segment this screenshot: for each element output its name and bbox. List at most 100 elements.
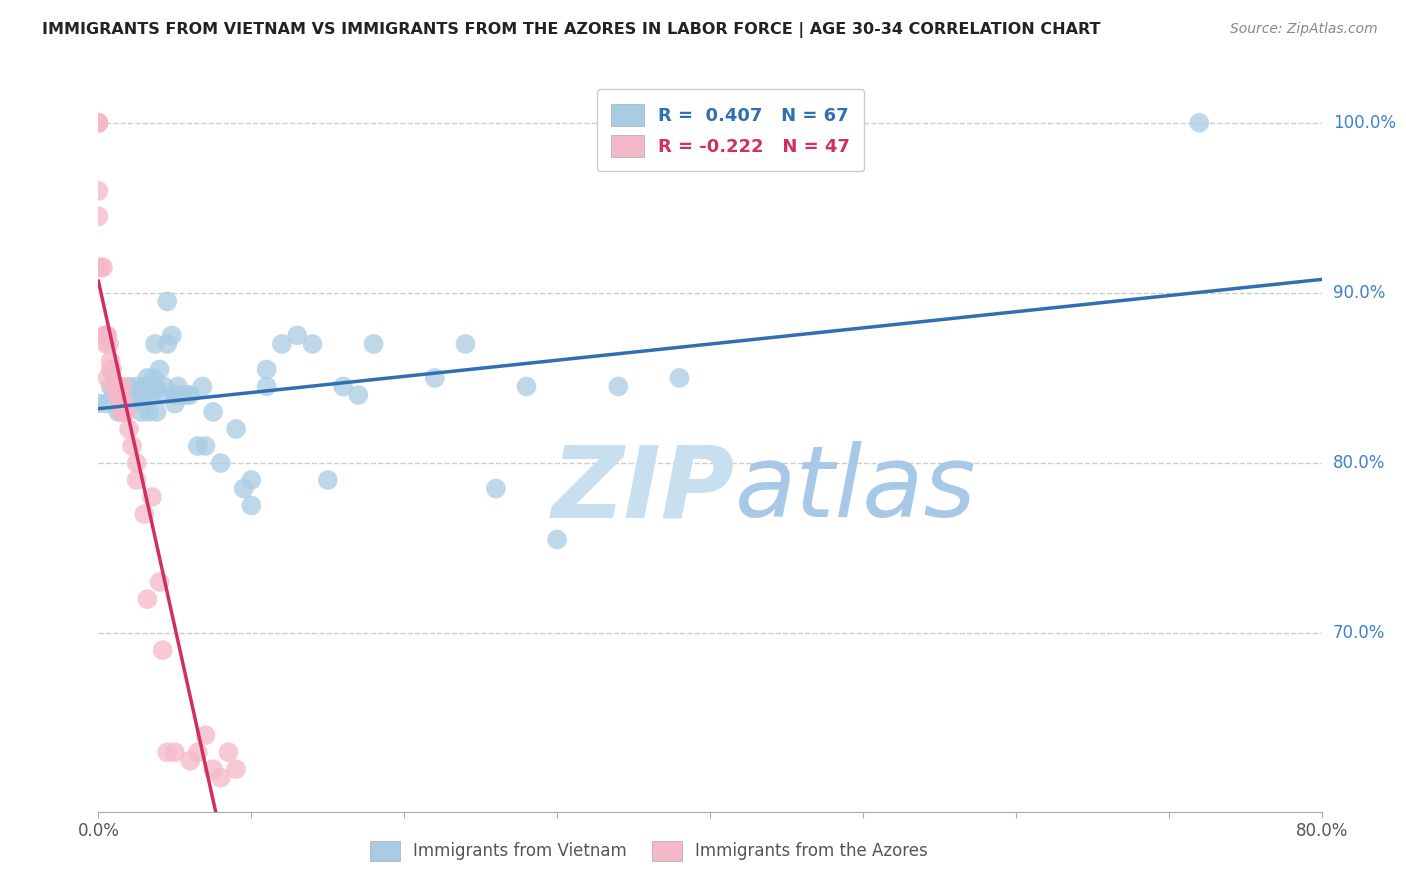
Point	[94, 328, 117, 343]
Point	[125, 379, 148, 393]
Point	[121, 396, 143, 410]
Point	[134, 507, 156, 521]
Point	[103, 379, 125, 393]
Legend: Immigrants from Vietnam, Immigrants from the Azores: Immigrants from Vietnam, Immigrants from…	[361, 832, 936, 869]
Point	[108, 388, 131, 402]
Point	[152, 643, 174, 657]
Point	[118, 422, 141, 436]
Point	[98, 337, 121, 351]
Point	[347, 388, 370, 402]
Point	[209, 771, 232, 785]
Point	[87, 184, 110, 198]
Point	[332, 379, 354, 393]
Point	[172, 388, 194, 402]
Point	[156, 294, 179, 309]
Text: atlas: atlas	[734, 442, 976, 539]
Point	[87, 260, 110, 275]
Text: 100.0%: 100.0%	[1333, 114, 1396, 132]
Point	[141, 388, 163, 402]
Point	[176, 388, 198, 402]
Point	[103, 379, 125, 393]
Point	[217, 745, 239, 759]
Point	[152, 388, 174, 402]
Point	[94, 396, 117, 410]
Point	[128, 388, 150, 402]
Point	[145, 379, 167, 393]
Point	[179, 754, 201, 768]
Point	[101, 362, 124, 376]
Point	[118, 379, 141, 393]
Text: IMMIGRANTS FROM VIETNAM VS IMMIGRANTS FROM THE AZORES IN LABOR FORCE | AGE 30-34: IMMIGRANTS FROM VIETNAM VS IMMIGRANTS FR…	[42, 22, 1101, 38]
Text: 80.0%: 80.0%	[1333, 454, 1385, 472]
Point	[87, 116, 110, 130]
Point	[87, 210, 110, 224]
Point	[94, 328, 117, 343]
Point	[115, 396, 138, 410]
Point	[121, 439, 143, 453]
Point	[546, 533, 568, 547]
Point	[107, 405, 129, 419]
Point	[91, 260, 114, 275]
Point	[256, 379, 278, 393]
Point	[668, 371, 690, 385]
Point	[115, 405, 138, 419]
Point	[105, 379, 128, 393]
Point	[134, 388, 156, 402]
Point	[115, 405, 138, 419]
Point	[97, 328, 120, 343]
Point	[270, 337, 292, 351]
Point	[156, 337, 179, 351]
Text: Source: ZipAtlas.com: Source: ZipAtlas.com	[1230, 22, 1378, 37]
Point	[194, 728, 217, 742]
Point	[125, 388, 148, 402]
Point	[97, 371, 120, 385]
Point	[179, 388, 201, 402]
Point	[153, 379, 176, 393]
Point	[301, 337, 323, 351]
Point	[232, 482, 254, 496]
Point	[485, 482, 508, 496]
Point	[516, 379, 538, 393]
Point	[607, 379, 630, 393]
Point	[93, 328, 115, 343]
Point	[111, 379, 134, 393]
Point	[163, 388, 186, 402]
Point	[100, 354, 122, 368]
Point	[156, 745, 179, 759]
Point	[194, 439, 217, 453]
Point	[209, 456, 232, 470]
Point	[136, 592, 159, 607]
Point	[454, 337, 477, 351]
Point	[125, 473, 148, 487]
Point	[110, 405, 132, 419]
Point	[121, 388, 143, 402]
Point	[112, 388, 135, 402]
Point	[225, 422, 247, 436]
Point	[163, 745, 186, 759]
Point	[111, 405, 134, 419]
Point	[160, 328, 183, 343]
Point	[256, 362, 278, 376]
Point	[141, 490, 163, 504]
Point	[136, 371, 159, 385]
Point	[110, 388, 132, 402]
Point	[143, 337, 166, 351]
Point	[112, 396, 135, 410]
Point	[240, 499, 263, 513]
Point	[105, 388, 128, 402]
Text: ZIP: ZIP	[551, 442, 734, 539]
Point	[129, 405, 152, 419]
Point	[90, 260, 112, 275]
Point	[363, 337, 385, 351]
Point	[134, 379, 156, 393]
Point	[87, 116, 110, 130]
Point	[149, 575, 172, 590]
Point	[107, 379, 129, 393]
Point	[240, 473, 263, 487]
Point	[100, 379, 122, 393]
Point	[100, 362, 122, 376]
Point	[145, 405, 167, 419]
Point	[202, 762, 225, 776]
Point	[187, 439, 209, 453]
Point	[94, 337, 117, 351]
